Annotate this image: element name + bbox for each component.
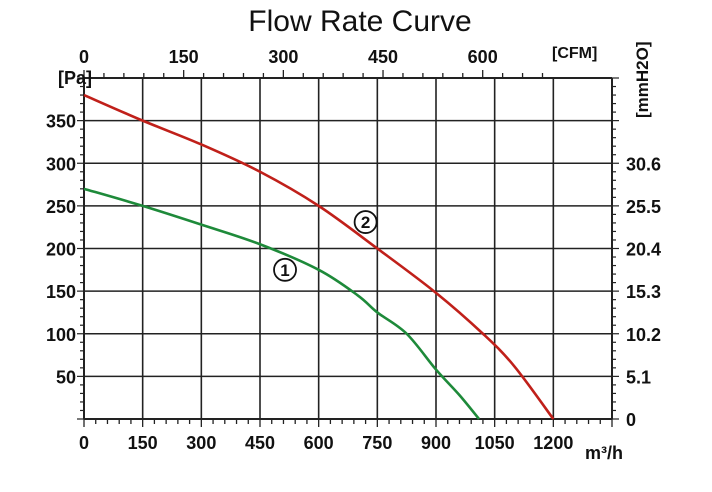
x-tick-label: 300 bbox=[186, 433, 216, 453]
x-top-tick-label: 450 bbox=[368, 47, 398, 67]
y-tick-label: 250 bbox=[46, 197, 76, 217]
y-tick-label: 200 bbox=[46, 240, 76, 260]
y-right-tick-label: 5.1 bbox=[626, 367, 651, 387]
y-tick-label: 300 bbox=[46, 154, 76, 174]
chart-title: Flow Rate Curve bbox=[248, 5, 471, 38]
curve-label-circle-2 bbox=[353, 210, 378, 234]
curve-label-1: 1 bbox=[280, 261, 289, 280]
curves: 12 bbox=[83, 93, 555, 420]
x-top-axis-label: [CFM] bbox=[552, 45, 597, 62]
y-tick-label: 50 bbox=[56, 367, 76, 387]
x-top-tick-label: 300 bbox=[268, 47, 298, 67]
y-tick-label: 350 bbox=[46, 112, 76, 132]
curve-series-2 bbox=[83, 93, 555, 420]
x-tick-label: 0 bbox=[79, 433, 89, 453]
curve-label-2: 2 bbox=[361, 213, 370, 232]
y-right-tick-label: 0 bbox=[626, 410, 636, 430]
curve-series-1 bbox=[83, 187, 481, 420]
x-tick-label: 450 bbox=[245, 433, 275, 453]
x-axis-label: m³/h bbox=[585, 443, 623, 463]
x-top-tick-label: 600 bbox=[468, 47, 498, 67]
x-top-tick-label: 150 bbox=[169, 47, 199, 67]
x-tick-label: 1050 bbox=[475, 433, 515, 453]
y-right-tick-label: 15.3 bbox=[626, 282, 661, 302]
x-tick-label: 600 bbox=[304, 433, 334, 453]
x-tick-label: 750 bbox=[362, 433, 392, 453]
y-axis-label: [Pa] bbox=[58, 68, 92, 88]
y-right-tick-label: 10.2 bbox=[626, 325, 661, 345]
y-right-tick-label: 20.4 bbox=[626, 240, 661, 260]
y-tick-label: 100 bbox=[46, 325, 76, 345]
x-tick-label: 900 bbox=[421, 433, 451, 453]
x-top-tick-label: 0 bbox=[79, 47, 89, 67]
grid bbox=[83, 77, 613, 420]
x-tick-label: 150 bbox=[128, 433, 158, 453]
x-tick-label: 1200 bbox=[533, 433, 573, 453]
y-tick-label: 150 bbox=[46, 282, 76, 302]
y-right-axis-label: [mmH2O] bbox=[633, 41, 652, 118]
y-right-tick-label: 30.6 bbox=[626, 154, 661, 174]
tick-marks bbox=[77, 70, 619, 427]
curve-label-circle-1 bbox=[273, 257, 297, 282]
y-right-tick-label: 25.5 bbox=[626, 197, 661, 217]
